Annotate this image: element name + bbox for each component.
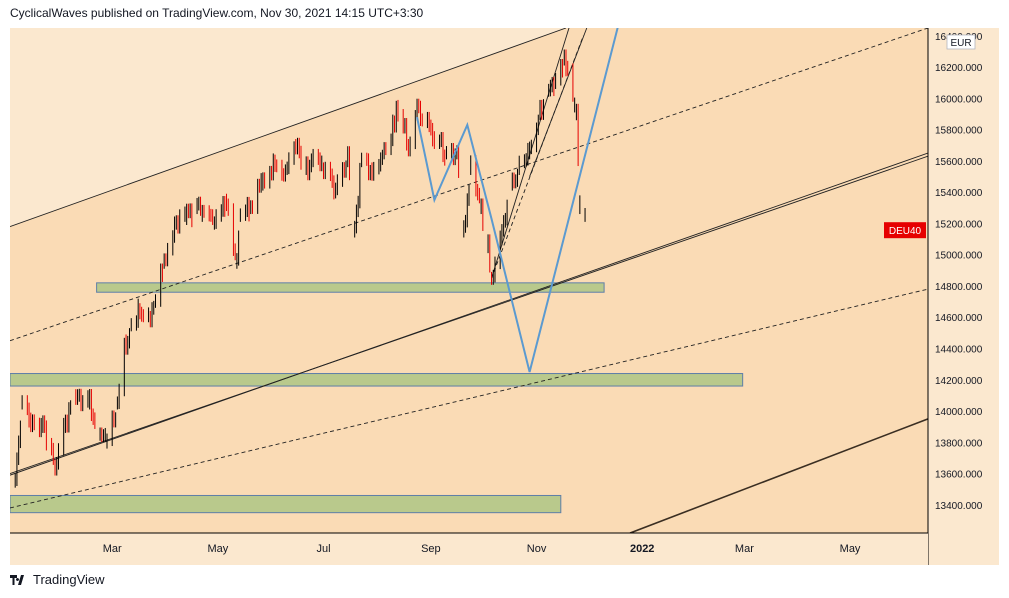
time-axis xyxy=(10,533,928,565)
x-tick-label: Nov xyxy=(527,543,547,555)
y-tick-label: 15600.000 xyxy=(935,157,983,168)
y-tick-label: 13400.000 xyxy=(935,501,983,512)
trendline-9 xyxy=(529,28,588,177)
chart-frame[interactable]: 13400.000 13600.000 13800.000 14000.000 1420… xyxy=(9,28,999,565)
y-tick-label: 15800.000 xyxy=(935,126,983,137)
price-series xyxy=(14,49,586,488)
y-tick-label: 15000.000 xyxy=(935,251,983,262)
y-tick-label: 14600.000 xyxy=(935,313,983,324)
trendline-5 xyxy=(10,288,928,509)
y-tick-label: 14200.000 xyxy=(935,376,983,387)
x-tick-label: Sep xyxy=(421,543,441,555)
x-tick-label: 2022 xyxy=(630,543,654,555)
x-tick-label: Mar xyxy=(735,543,754,555)
footer-brand: TradingView xyxy=(33,572,105,587)
trendline-6 xyxy=(629,418,928,533)
support-zone-1 xyxy=(96,282,605,293)
trendline-3 xyxy=(10,152,928,476)
y-tick-label: 15200.000 xyxy=(935,219,983,230)
channel-fill xyxy=(10,28,928,533)
trendline-2 xyxy=(10,28,928,342)
x-tick-label: May xyxy=(840,543,861,555)
y-tick-label: 14000.000 xyxy=(935,407,983,418)
y-tick-label: 16000.000 xyxy=(935,94,983,105)
publisher-header: CyclicalWaves published on TradingView.c… xyxy=(10,6,424,20)
currency-badge xyxy=(946,34,976,50)
support-zone-2 xyxy=(9,373,744,387)
tradingview-logo-icon xyxy=(10,574,24,585)
x-tick-label: Mar xyxy=(103,543,122,555)
last-price-label: DEU40 xyxy=(889,226,922,237)
projection-line xyxy=(416,28,619,373)
trendline-7 xyxy=(491,28,570,279)
y-tick-label: 16200.000 xyxy=(935,63,983,74)
trendline-4 xyxy=(10,155,928,475)
last-price-badge xyxy=(884,222,926,239)
x-tick-label: May xyxy=(207,543,228,555)
currency-label: EUR xyxy=(950,38,971,49)
price-axis xyxy=(928,28,999,565)
y-tick-label: 14400.000 xyxy=(935,345,983,356)
support-zone-3 xyxy=(9,494,562,514)
footer[interactable]: TradingView xyxy=(10,572,105,587)
price-chart[interactable]: 13400.000 13600.000 13800.000 14000.000 1420… xyxy=(9,28,999,565)
x-tick-label: Jul xyxy=(316,543,330,555)
y-tick-label: 13800.000 xyxy=(935,438,983,449)
y-tick-label: 15400.000 xyxy=(935,188,983,199)
y-tick-label: 13600.000 xyxy=(935,470,983,481)
y-tick-label: 14800.000 xyxy=(935,282,983,293)
trendlines xyxy=(10,28,928,533)
trendline-1 xyxy=(10,28,567,227)
